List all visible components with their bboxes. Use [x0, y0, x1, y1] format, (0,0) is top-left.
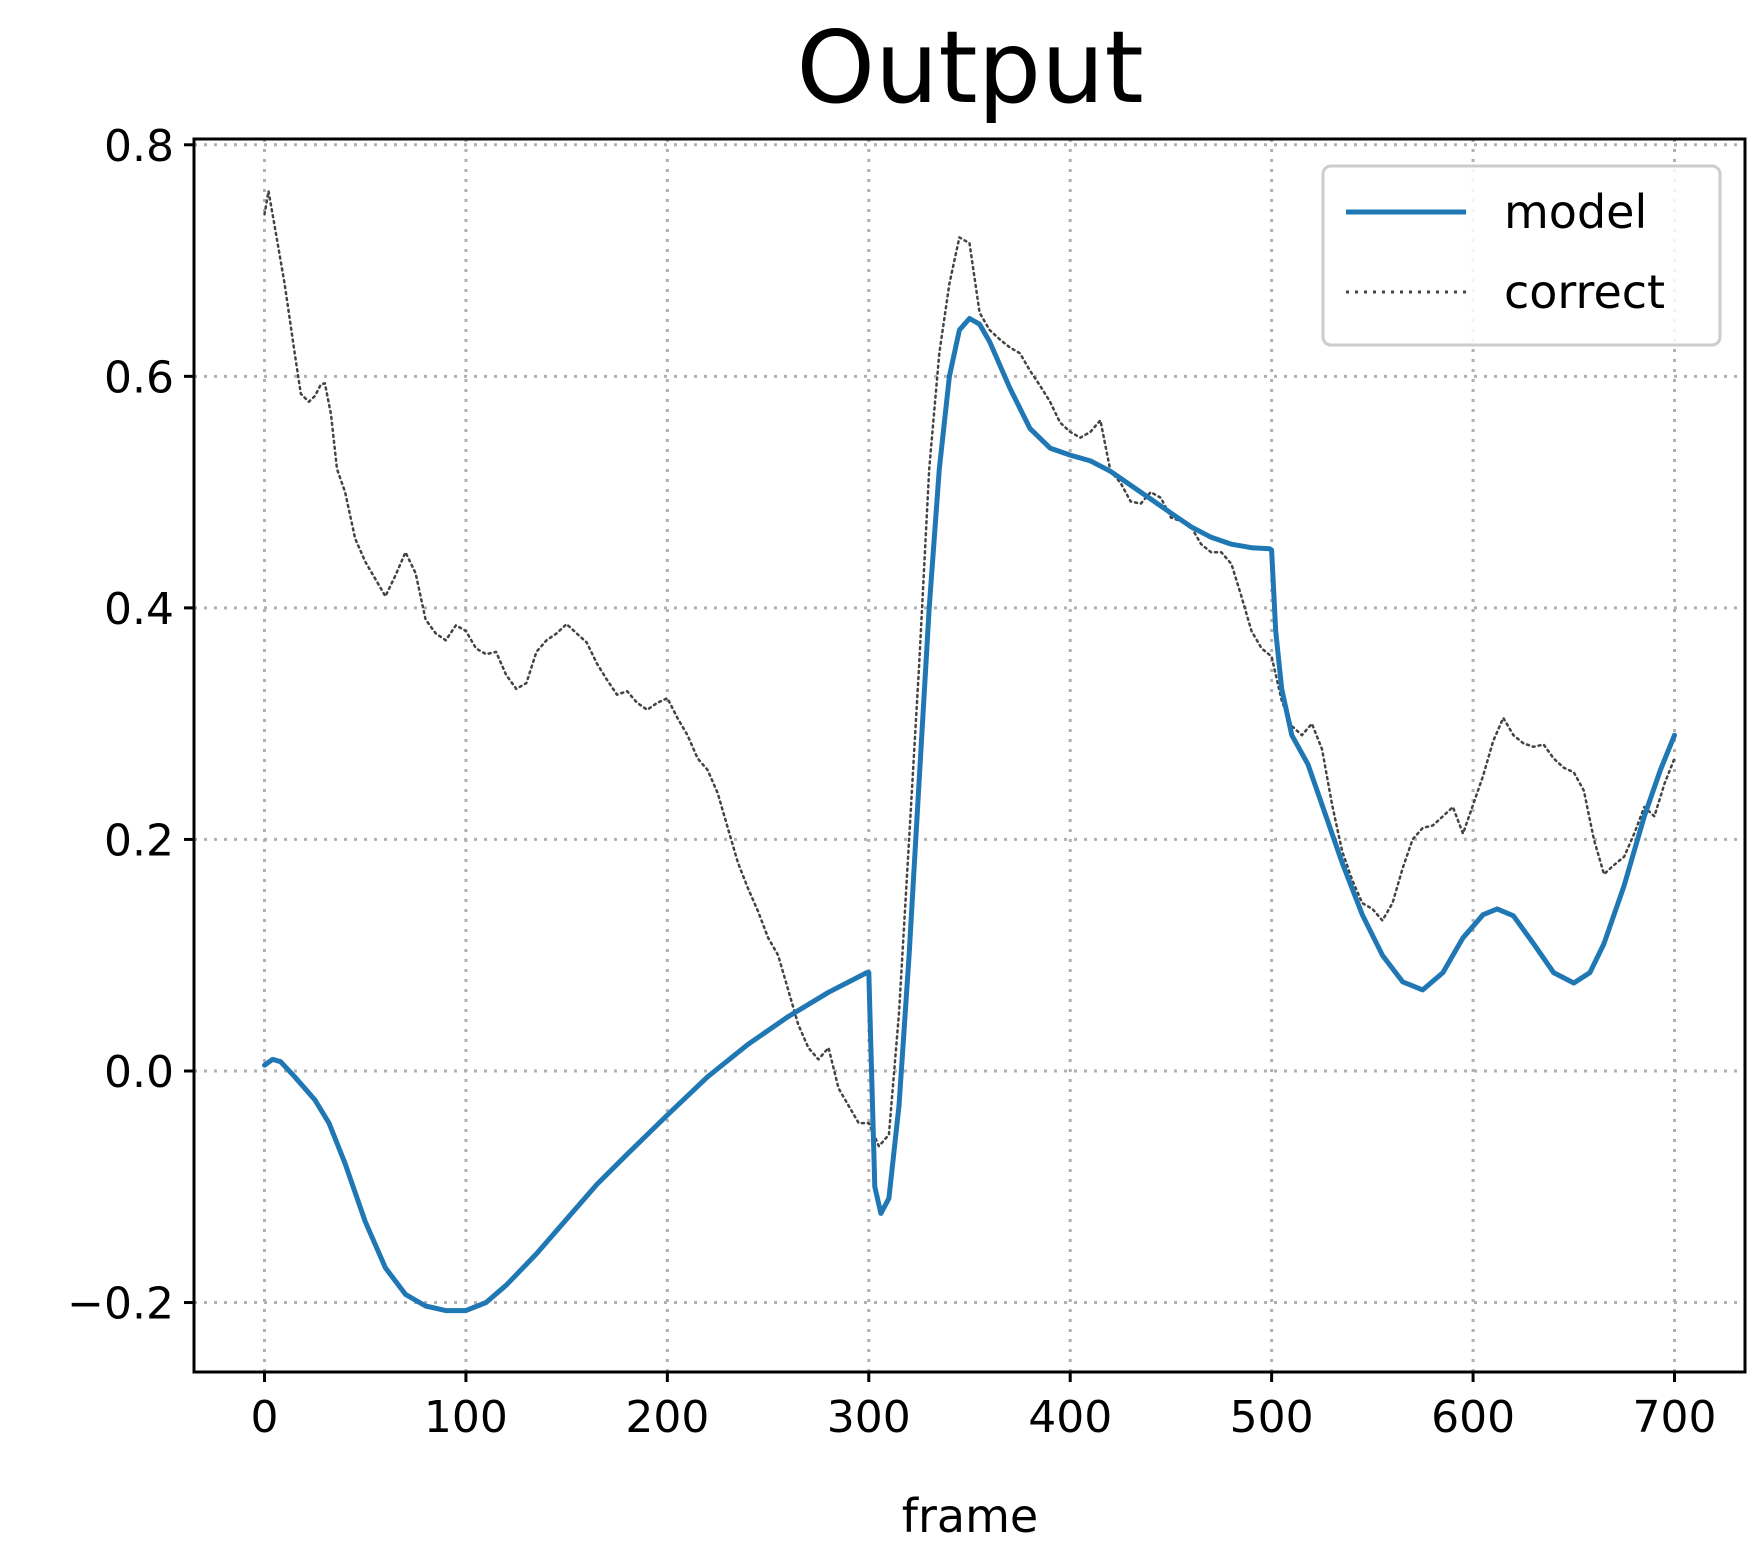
x-tick-label: 500 [1230, 1392, 1314, 1443]
y-tick-label: 0.0 [104, 1047, 174, 1098]
y-tick-label: 0.2 [104, 815, 174, 866]
x-tick-label: 0 [251, 1392, 279, 1443]
axis-ticks: 0 100 200 300 400 500 600 700 −0.2 0.0 0.2 0.4 0.6 0.… [67, 121, 1716, 1443]
x-tick-label: 200 [625, 1392, 709, 1443]
y-tick-label: 0.8 [104, 121, 174, 172]
grid-lines [194, 139, 1745, 1372]
x-tick-label: 100 [424, 1392, 508, 1443]
plot-series [262, 189, 1677, 1314]
series-line-model [262, 316, 1677, 1314]
plot-frame [192, 137, 1747, 1374]
y-tick-label: 0.6 [104, 352, 174, 403]
x-axis-label: frame [902, 1489, 1038, 1543]
chart-title: Output [796, 9, 1143, 126]
legend-label-correct: correct [1504, 265, 1665, 319]
y-tick-label: 0.4 [104, 584, 174, 635]
y-tick-label: −0.2 [67, 1279, 174, 1330]
legend-label-model: model [1504, 185, 1647, 239]
legend: model correct [1321, 164, 1722, 347]
x-tick-label: 300 [827, 1392, 911, 1443]
x-tick-label: 700 [1633, 1392, 1717, 1443]
series-line-correct [263, 189, 1676, 1148]
x-tick-label: 600 [1431, 1392, 1515, 1443]
x-tick-label: 400 [1028, 1392, 1112, 1443]
